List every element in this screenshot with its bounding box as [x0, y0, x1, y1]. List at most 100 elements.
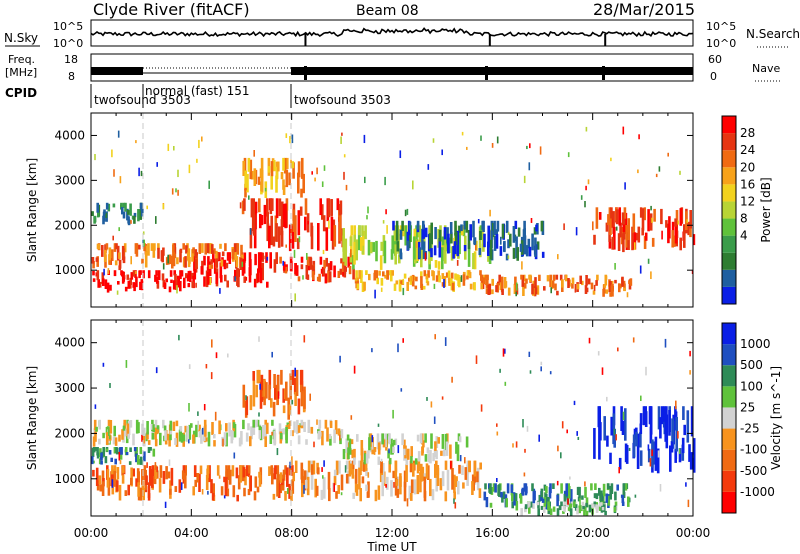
power-cell [139, 270, 142, 275]
velocity-sparse-echo [659, 484, 662, 492]
power-cell [420, 249, 424, 260]
power-cell [619, 283, 622, 289]
velocity-cell [429, 450, 432, 464]
power-sparse-echo [209, 277, 212, 286]
velocity-sparse-echo [292, 430, 294, 437]
power-cell [463, 220, 466, 230]
power-sparse-echo [94, 154, 96, 161]
velocity-sparse-echo [496, 423, 498, 427]
velocity-cell [231, 465, 235, 477]
velocity-cell [394, 468, 398, 479]
velocity-cell [410, 493, 413, 501]
power-cell [97, 279, 100, 288]
velocity-cell [616, 484, 619, 491]
velocity-cell [166, 433, 170, 441]
power-cell [260, 215, 264, 226]
power-cell [609, 281, 612, 293]
velocity-cell [497, 484, 500, 496]
power-cell [185, 273, 188, 279]
velocity-cell [461, 465, 464, 475]
velocity-colorbar-tick: 1000 [740, 337, 771, 351]
velocity-sparse-echo [540, 366, 542, 372]
velocity-cell [276, 465, 280, 484]
power-cell [302, 173, 305, 194]
power-cell [422, 230, 426, 249]
velocity-cell [455, 476, 458, 487]
velocity-cell [136, 455, 140, 465]
power-cell [152, 243, 156, 258]
power-cell [280, 230, 284, 247]
power-cell [480, 282, 483, 290]
power-cell [391, 270, 394, 276]
power-cell [426, 281, 430, 286]
power-sparse-echo [245, 276, 248, 281]
power-cell [434, 260, 438, 268]
velocity-cell [139, 447, 143, 455]
power-cell [349, 236, 353, 247]
power-cell [282, 179, 285, 190]
power-cell [437, 261, 441, 270]
velocity-cell [132, 433, 135, 446]
velocity-cell [258, 425, 262, 431]
power-cell [358, 225, 361, 236]
power-cell [141, 208, 144, 217]
power-colorbar-swatch [722, 218, 736, 236]
power-cell [432, 271, 435, 281]
velocity-sparse-echo [393, 482, 395, 488]
power-cell [466, 275, 469, 280]
power-sparse-echo [264, 255, 266, 260]
velocity-sparse-echo [210, 372, 213, 380]
power-sparse-echo [201, 136, 203, 142]
velocity-cell [609, 485, 612, 500]
velocity-cell [335, 460, 339, 476]
velocity-cell [238, 437, 242, 447]
power-cell [592, 290, 596, 295]
power-sparse-echo [658, 166, 661, 172]
velocity-cell [92, 436, 96, 447]
power-cell [404, 225, 407, 246]
velocity-cell [425, 463, 429, 479]
power-cell [391, 235, 394, 254]
velocity-cell [545, 494, 548, 499]
velocity-cell [249, 475, 252, 492]
velocity-sparse-echo [164, 501, 167, 508]
power-sparse-echo [107, 268, 110, 275]
power-cell [263, 204, 267, 225]
velocity-cell [198, 430, 202, 438]
velocity-cell [303, 421, 306, 432]
power-cell [161, 273, 165, 281]
velocity-cell [258, 471, 261, 478]
power-cell [408, 277, 411, 282]
power-sparse-echo [650, 205, 652, 211]
velocity-cell [635, 431, 638, 447]
power-cell [285, 198, 289, 211]
velocity-cell [556, 508, 560, 516]
velocity-cell [471, 481, 474, 495]
power-cell [485, 284, 489, 294]
velocity-cell [410, 456, 413, 464]
power-cell [257, 252, 261, 270]
velocity-cell [294, 391, 297, 406]
power-cell [114, 260, 118, 266]
power-cell [608, 238, 612, 249]
power-cell [215, 272, 218, 284]
velocity-sparse-echo [573, 400, 576, 406]
power-sparse-echo [135, 140, 137, 144]
velocity-cell [350, 439, 354, 445]
power-cell [531, 283, 534, 295]
power-cell [505, 253, 509, 261]
power-cell [581, 280, 584, 286]
power-cell [631, 226, 634, 251]
power-colorbar-tick: 24 [740, 143, 755, 157]
velocity-cell [417, 451, 421, 462]
velocity-cell [511, 493, 514, 502]
power-cell [147, 243, 150, 256]
velocity-sparse-echo [451, 376, 453, 383]
power-cell [124, 286, 128, 292]
power-cell [127, 209, 130, 215]
power-cell [422, 220, 425, 232]
velocity-colorbar-frame [721, 322, 737, 514]
power-cell [525, 278, 528, 284]
velocity-cell [639, 423, 643, 434]
